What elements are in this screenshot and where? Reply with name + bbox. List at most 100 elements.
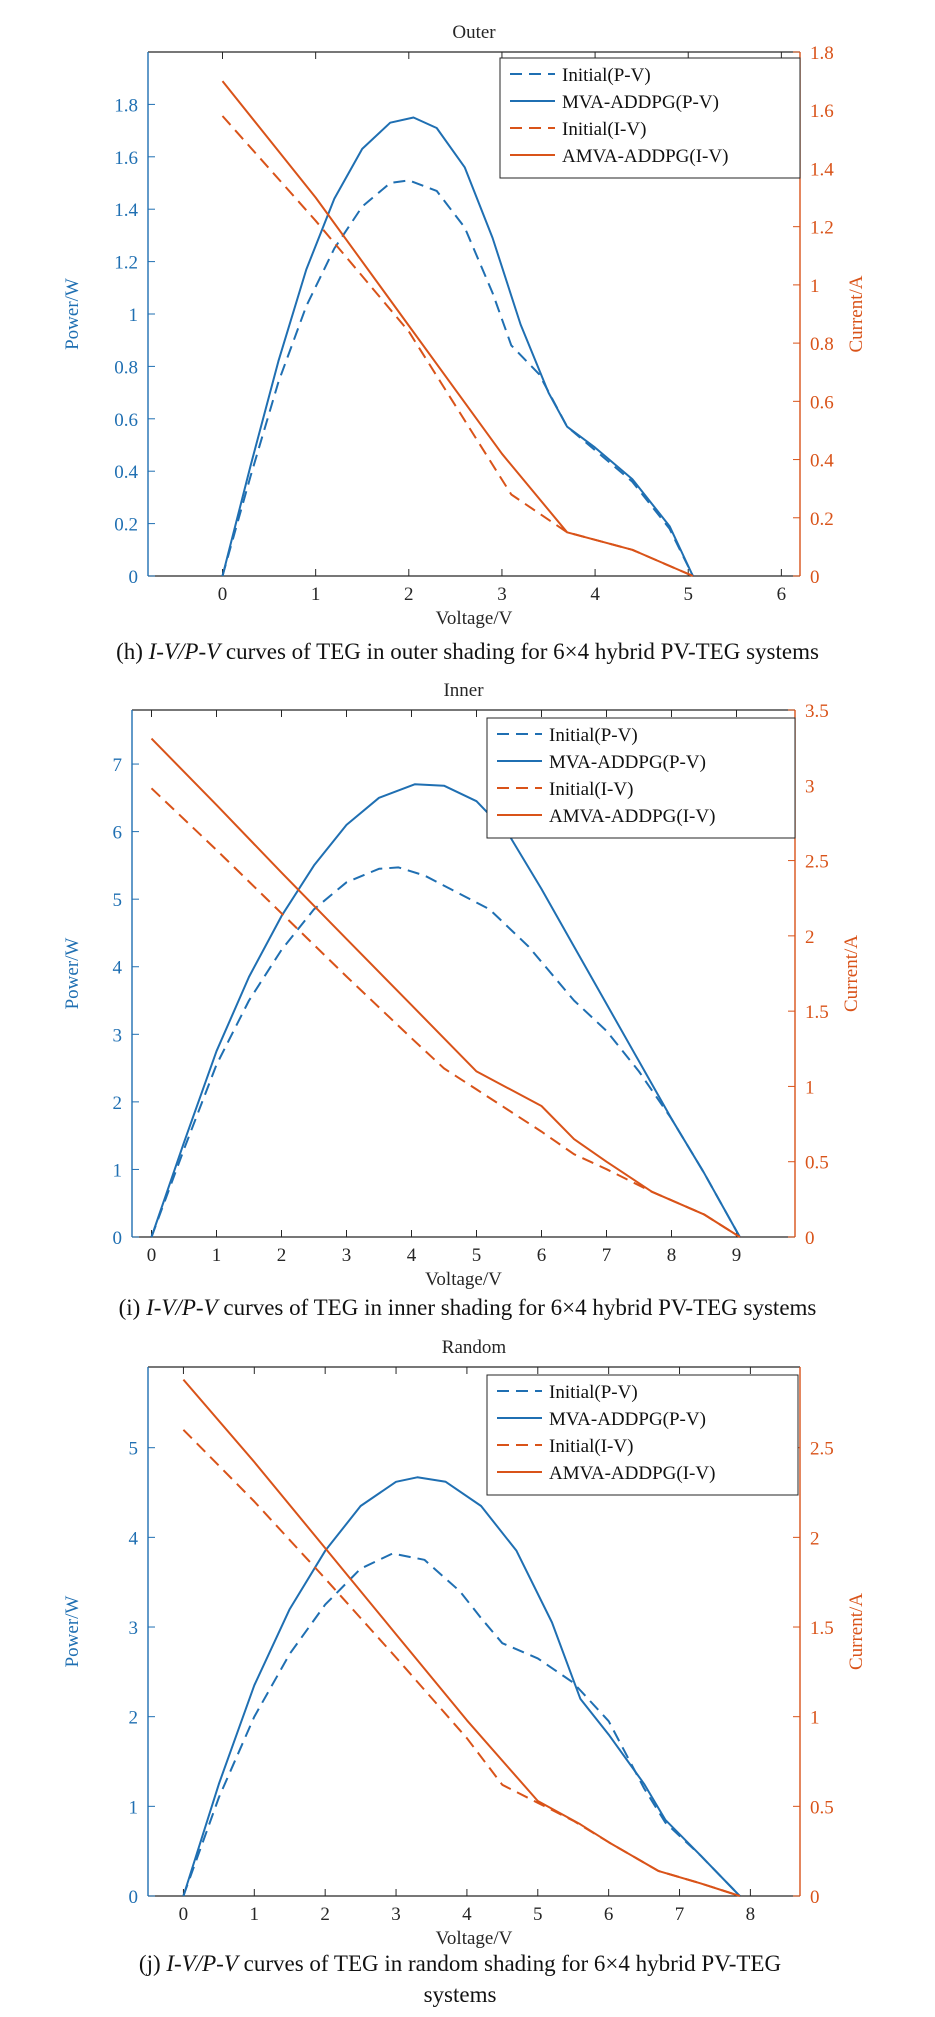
x-tick-label: 4 xyxy=(407,1245,417,1266)
y-tick-label-right: 0.5 xyxy=(805,1153,829,1174)
chart-panel-2: 0 1 2 3 4 5 6 7 8 0 1 2 3 4 5 0 0.5 1 1.5 2 2.5 Random Voltage… xyxy=(62,1337,867,1949)
legend-label: AMVA-ADDPG(I-V) xyxy=(549,1463,715,1484)
y-tick-label-left: 0.4 xyxy=(114,462,138,483)
series-line-3 xyxy=(182,1378,741,1897)
chart-title: Random xyxy=(442,1337,507,1358)
y-tick-label-left: 0.8 xyxy=(114,357,138,378)
y-tick-label-left: 4 xyxy=(113,958,123,979)
x-tick-label: 8 xyxy=(667,1245,677,1266)
x-tick-label: 0 xyxy=(147,1245,157,1266)
legend-label: Initial(P-V) xyxy=(562,65,651,86)
x-axis-label: Voltage/V xyxy=(425,1269,502,1290)
y-tick-label-right: 1.2 xyxy=(810,218,834,239)
caption-i: (i) I-V/P-V curves of TEG in inner shadi… xyxy=(118,1295,817,1320)
y-tick-label-left: 6 xyxy=(113,823,123,844)
y-tick-label-right: 1.8 xyxy=(810,43,834,64)
y-tick-label-left: 5 xyxy=(113,890,123,911)
y-tick-label-left: 3 xyxy=(113,1025,123,1046)
y-tick-label-left: 3 xyxy=(129,1618,139,1639)
x-tick-label: 6 xyxy=(777,584,787,605)
y-tick-label-left: 1.4 xyxy=(114,200,138,221)
y-tick-label-right: 2.5 xyxy=(805,852,829,873)
y-tick-label-right: 3.5 xyxy=(805,701,829,722)
y-axis-label-left: Power/W xyxy=(62,278,83,350)
legend: Initial(P-V) MVA-ADDPG(P-V) Initial(I-V) AM… xyxy=(486,1374,799,1496)
y-tick-label-right: 0 xyxy=(805,1228,815,1249)
y-tick-label-right: 0.6 xyxy=(810,392,834,413)
y-tick-label-right: 1 xyxy=(810,276,820,297)
y-tick-label-left: 1 xyxy=(113,1160,123,1181)
legend-label: MVA-ADDPG(P-V) xyxy=(562,92,719,113)
x-tick-label: 5 xyxy=(533,1904,543,1925)
x-tick-label: 2 xyxy=(404,584,414,605)
x-tick-label: 6 xyxy=(537,1245,547,1266)
x-tick-label: 6 xyxy=(604,1904,614,1925)
x-tick-label: 0 xyxy=(179,1904,189,1925)
y-tick-label-left: 2 xyxy=(129,1708,139,1729)
y-tick-label-right: 2.5 xyxy=(810,1439,834,1460)
series-line-3 xyxy=(221,80,694,577)
y-axis-label-right: Current/A xyxy=(841,935,862,1012)
x-tick-label: 4 xyxy=(462,1904,472,1925)
legend-label: Initial(I-V) xyxy=(549,1436,633,1457)
legend-label: MVA-ADDPG(P-V) xyxy=(549,1409,706,1430)
y-tick-label-left: 1 xyxy=(129,305,139,326)
caption-j: (j) I-V/P-V curves of TEG in random shad… xyxy=(138,1951,782,2008)
x-tick-label: 2 xyxy=(320,1904,330,1925)
series-line-3 xyxy=(150,737,741,1238)
legend-label: AMVA-ADDPG(I-V) xyxy=(549,806,715,827)
series-line-0 xyxy=(221,179,694,577)
y-tick-label-right: 1.4 xyxy=(810,159,834,180)
x-tick-label: 3 xyxy=(497,584,507,605)
y-tick-label-left: 5 xyxy=(129,1439,139,1460)
series-line-0 xyxy=(182,1552,741,1897)
y-tick-label-right: 1.5 xyxy=(805,1002,829,1023)
x-tick-label: 5 xyxy=(472,1245,482,1266)
x-axis-label: Voltage/V xyxy=(436,1928,513,1949)
legend-box xyxy=(486,717,796,839)
x-tick-label: 7 xyxy=(602,1245,612,1266)
x-tick-label: 9 xyxy=(732,1245,742,1266)
legend-label: Initial(I-V) xyxy=(562,119,646,140)
y-tick-label-right: 0 xyxy=(810,567,820,588)
y-axis-label-left: Power/W xyxy=(62,938,83,1010)
y-tick-label-left: 0 xyxy=(129,567,139,588)
legend-label: Initial(P-V) xyxy=(549,725,638,746)
chart-panel-1: 0 1 2 3 4 5 6 7 8 9 0 1 2 3 4 5 6 7 0 0.5 1 1.5 2 2.5 3 3.5 Inner V… xyxy=(62,680,862,1290)
y-tick-label-left: 0 xyxy=(113,1228,123,1249)
chart-title: Outer xyxy=(452,22,496,43)
y-tick-label-left: 1 xyxy=(129,1797,139,1818)
y-tick-label-right: 0.5 xyxy=(810,1797,834,1818)
legend-label: Initial(I-V) xyxy=(549,779,633,800)
x-tick-label: 1 xyxy=(311,584,321,605)
series-line-1 xyxy=(182,1476,741,1897)
y-tick-label-right: 1.5 xyxy=(810,1618,834,1639)
x-tick-label: 0 xyxy=(218,584,228,605)
y-tick-label-left: 7 xyxy=(113,755,123,776)
x-tick-label: 1 xyxy=(250,1904,260,1925)
y-tick-label-right: 2 xyxy=(805,927,815,948)
legend-label: Initial(P-V) xyxy=(549,1382,638,1403)
legend: Initial(P-V) MVA-ADDPG(P-V) Initial(I-V) AM… xyxy=(499,57,801,179)
x-tick-label: 4 xyxy=(590,584,600,605)
legend-label: AMVA-ADDPG(I-V) xyxy=(562,146,728,167)
legend-label: MVA-ADDPG(P-V) xyxy=(549,752,706,773)
x-tick-label: 2 xyxy=(277,1245,287,1266)
x-tick-label: 3 xyxy=(342,1245,352,1266)
series-line-1 xyxy=(150,783,741,1238)
x-tick-label: 7 xyxy=(675,1904,685,1925)
series-line-2 xyxy=(221,115,694,577)
x-axis-label: Voltage/V xyxy=(436,608,513,629)
y-tick-label-right: 0.8 xyxy=(810,334,834,355)
y-axis-label-right: Current/A xyxy=(846,1593,867,1670)
series-line-0 xyxy=(150,866,741,1238)
caption-h: (h) I-V/P-V curves of TEG in outer shadi… xyxy=(116,639,819,664)
y-tick-label-left: 0.6 xyxy=(114,410,138,431)
legend: Initial(P-V) MVA-ADDPG(P-V) Initial(I-V) AM… xyxy=(486,717,796,839)
y-tick-label-right: 0.4 xyxy=(810,451,834,472)
legend-box xyxy=(486,1374,799,1496)
x-tick-label: 1 xyxy=(212,1245,222,1266)
y-tick-label-right: 3 xyxy=(805,776,815,797)
series-line-1 xyxy=(221,116,694,577)
